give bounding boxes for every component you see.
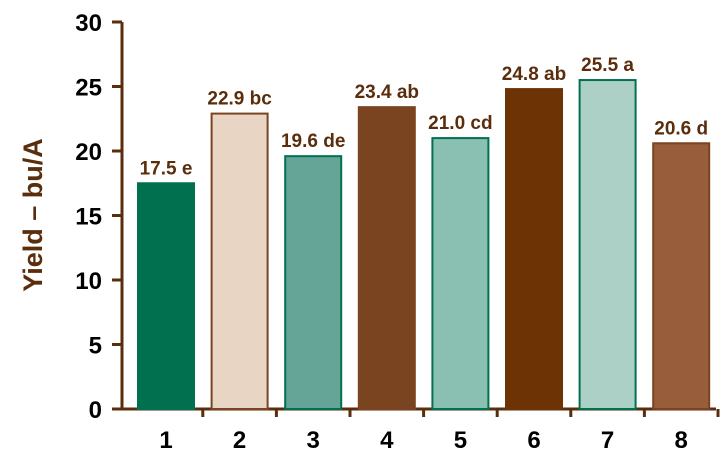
x-tick-label-4: 4 xyxy=(380,427,394,452)
bar-5 xyxy=(431,137,490,410)
bar-7 xyxy=(578,79,637,411)
data-label-1: 17.5 e xyxy=(140,158,193,179)
x-tick-label-5: 5 xyxy=(454,427,467,452)
bar-3 xyxy=(284,155,343,410)
data-label-3: 19.6 de xyxy=(281,131,345,152)
data-label-4: 23.4 ab xyxy=(355,82,419,103)
y-tick-label-15: 15 xyxy=(75,204,102,231)
data-label-6: 24.8 ab xyxy=(502,64,566,85)
bar-8 xyxy=(652,142,711,410)
x-tick-label-6: 6 xyxy=(527,427,540,452)
y-tick-label-0: 0 xyxy=(89,397,102,424)
x-tick-label-1: 1 xyxy=(159,427,172,452)
y-tick-label-20: 20 xyxy=(75,139,102,166)
y-tick-label-30: 30 xyxy=(75,10,102,37)
data-labels: 17.5 e 22.9 bc 19.6 de 23.4 ab 21.0 cd 24.8 a… xyxy=(140,55,709,179)
y-tick-label-5: 5 xyxy=(89,333,102,360)
y-tick-label-25: 25 xyxy=(75,75,102,102)
data-label-7: 25.5 a xyxy=(581,55,634,76)
bars xyxy=(137,79,711,411)
x-tick-label-7: 7 xyxy=(601,427,614,452)
x-tick-label-3: 3 xyxy=(307,427,320,452)
y-tick-label-10: 10 xyxy=(75,268,102,295)
data-label-2: 22.9 bc xyxy=(207,89,272,110)
bar-6 xyxy=(505,88,563,411)
x-tick-label-2: 2 xyxy=(233,427,246,452)
data-label-5: 21.0 cd xyxy=(428,113,492,134)
bar-2 xyxy=(210,112,269,410)
data-label-8: 20.6 d xyxy=(654,118,708,139)
bar-4 xyxy=(357,106,416,410)
y-axis-label: Yield – bu/A xyxy=(18,138,48,292)
x-tick-label-8: 8 xyxy=(675,427,688,452)
bar-1 xyxy=(137,182,195,410)
